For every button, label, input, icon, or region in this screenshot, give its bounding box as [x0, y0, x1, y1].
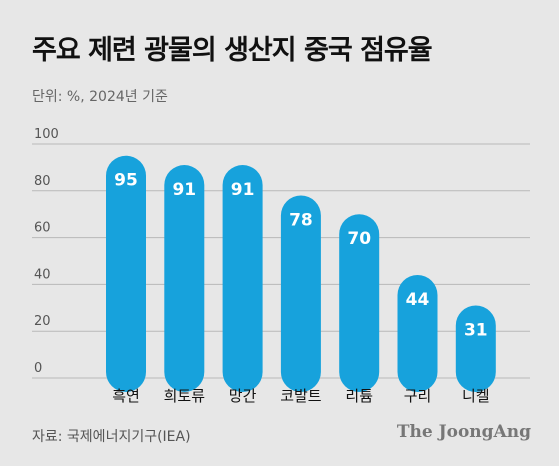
- source-note: 자료: 국제에너지기구(IEA): [32, 429, 191, 445]
- value-label: 91: [231, 180, 255, 200]
- category-label: 망간: [229, 387, 257, 405]
- bar-6: [397, 275, 438, 392]
- y-tick-label: 40: [34, 267, 51, 282]
- y-tick-label: 80: [34, 174, 51, 189]
- bars: [106, 155, 496, 392]
- bar-3: [222, 165, 263, 392]
- category-label: 흑연: [112, 387, 140, 405]
- bar-1: [106, 155, 146, 392]
- category-label: 구리: [404, 387, 432, 405]
- category-label: 니켈: [462, 387, 490, 405]
- y-tick-label: 20: [34, 314, 51, 329]
- y-tick-label: 60: [34, 221, 51, 236]
- unit-note: 단위: %, 2024년 기준: [32, 89, 168, 105]
- bar-5: [339, 214, 380, 392]
- value-label: 31: [464, 320, 488, 340]
- value-label: 95: [114, 171, 138, 191]
- value-label: 78: [289, 210, 313, 230]
- brand-logo: The JoongAng: [396, 422, 531, 442]
- labels: 0 20 40 60 80 100 95 흑연 91 희토류 91 망간 78 코발트 70 리튬 44 구리 31…: [34, 127, 490, 405]
- chart-title: 주요 제련 광물의 생산지 중국 점유율: [32, 35, 433, 66]
- category-label: 리튬: [345, 387, 373, 405]
- y-tick-label: 100: [34, 127, 59, 142]
- value-label: 91: [172, 180, 196, 200]
- category-label: 희토류: [164, 387, 206, 405]
- bar-4: [280, 195, 321, 392]
- y-tick-label: 0: [34, 361, 42, 376]
- value-label: 44: [406, 290, 430, 310]
- value-label: 70: [347, 229, 371, 249]
- category-label: 코발트: [280, 387, 322, 405]
- bar-7: [455, 305, 496, 392]
- bar-2: [164, 165, 205, 392]
